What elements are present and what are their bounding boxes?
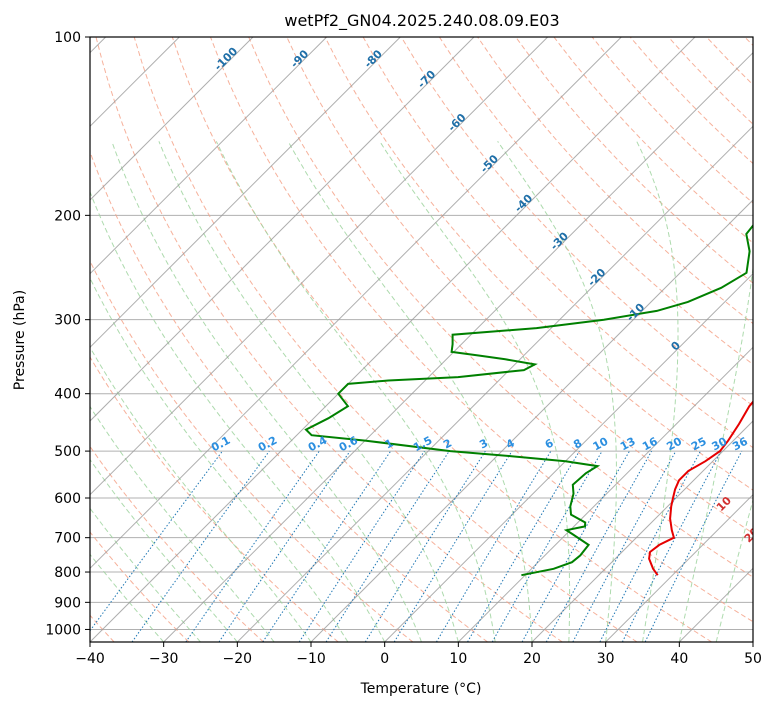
isotherm-line (90, 37, 696, 642)
dry-adiabat-line (324, 37, 753, 491)
isotherm-line (384, 272, 753, 642)
isotherm-line (90, 37, 475, 422)
dry-adiabat-line (90, 531, 190, 642)
mixing-ratio-line (298, 450, 425, 642)
moist-adiabat-label: 20 (742, 525, 762, 545)
isotherm-line (163, 51, 753, 642)
dry-adiabat-line (210, 37, 753, 623)
y-tick-label: 300 (54, 313, 81, 329)
mixing-ratio-line (521, 450, 630, 642)
moist-adiabat-line (215, 141, 496, 642)
isotherm-line (531, 420, 753, 642)
isotherm-line (236, 125, 753, 642)
mixing-ratio-line (218, 450, 351, 642)
mixing-ratio-line (393, 450, 513, 642)
x-axis-label: Temperature (°C) (360, 681, 482, 697)
mixing-ratio-label: 25 (689, 435, 709, 454)
y-tick-label: 200 (54, 208, 81, 224)
mixing-ratio-label: 10 (591, 435, 611, 454)
moist-adiabat-line (715, 498, 753, 642)
mixing-ratio-line (621, 450, 722, 642)
moist-adiabat-line (158, 141, 459, 642)
plot-frame (89, 36, 754, 643)
mixing-ratio-line (572, 450, 677, 642)
y-tick-label: 1000 (45, 622, 81, 638)
y-tick-label: 800 (54, 565, 81, 581)
y-tick-label: 500 (54, 444, 81, 460)
background-lines (90, 37, 753, 642)
mixing-ratio-label: 20 (664, 435, 684, 454)
x-tick-label: −20 (223, 651, 253, 667)
moist-adiabat-line (90, 507, 201, 642)
dewpoint-trace (304, 223, 753, 577)
mixing-ratio-line (545, 450, 653, 642)
y-tick-label: 700 (54, 531, 81, 547)
y-axis-label: Pressure (hPa) (12, 290, 28, 390)
dry-adiabat-line (438, 37, 753, 366)
mixing-ratio-line (599, 450, 701, 642)
mixing-ratio-line (364, 450, 486, 642)
dry-adiabat-line (90, 150, 488, 642)
moist-adiabat-line (636, 141, 679, 642)
dry-adiabat-line (248, 37, 753, 578)
mixing-ratio-label: 36 (730, 435, 750, 454)
isotherm-line (605, 493, 753, 642)
dry-adiabat-line (515, 37, 753, 284)
dry-adiabat-line (171, 37, 712, 642)
y-tick-label: 400 (54, 387, 81, 403)
moist-adiabat-line (90, 405, 275, 642)
y-tick-label: 600 (54, 491, 81, 507)
x-tick-label: −30 (149, 651, 179, 667)
axes: −40 −30 −20 −10 0 10 20 30 40 50 100 200 300 400 500 60… (45, 30, 762, 667)
dry-adiabat-line (95, 37, 563, 642)
moist-adiabat-line (379, 141, 571, 642)
chart-title: wetPf2_GN04.2025.240.08.09.E03 (284, 11, 559, 31)
mixing-ratio-label: 16 (640, 435, 660, 454)
dry-adiabat-line (90, 356, 339, 642)
x-tick-label: 50 (744, 651, 762, 667)
isotherm-line (90, 37, 254, 201)
mixing-ratio-line (644, 450, 743, 642)
mixing-ratio-line (435, 450, 552, 642)
dry-adiabat-line (133, 37, 638, 642)
y-tick-label: 900 (54, 595, 81, 611)
mixing-ratio-line (90, 450, 223, 632)
dry-adiabat-line (90, 445, 264, 642)
temperature-trace (648, 400, 753, 576)
mixing-ratio-label: 13 (618, 435, 638, 454)
isotherm-line (90, 37, 549, 496)
mixing-ratio-line (131, 450, 270, 642)
x-tick-label: 40 (670, 651, 688, 667)
moist-adiabat-line (287, 141, 533, 642)
isotherm-line (90, 37, 401, 349)
isotherm-line (90, 37, 328, 275)
isotherm-line (90, 37, 622, 570)
mixing-ratio-line (185, 450, 320, 642)
mixing-ratio-line (325, 450, 450, 642)
x-tick-label: 20 (523, 651, 541, 667)
mixing-ratio-line (262, 450, 392, 642)
y-tick-label: 100 (54, 30, 81, 46)
moist-adiabat-line (111, 141, 422, 642)
x-tick-label: 10 (449, 651, 467, 667)
x-tick-label: 0 (380, 651, 389, 667)
x-tick-label: −40 (75, 651, 105, 667)
isotherm-line (310, 199, 753, 642)
profile-traces (304, 223, 753, 577)
mixing-ratio-label: 30 (710, 435, 730, 454)
moist-adiabat-line (678, 264, 753, 642)
moist-adiabat-line (90, 346, 312, 642)
x-tick-label: 30 (597, 651, 615, 667)
dry-adiabat-line (400, 37, 753, 407)
isotherm-line (457, 346, 753, 642)
x-tick-label: −10 (296, 651, 326, 667)
